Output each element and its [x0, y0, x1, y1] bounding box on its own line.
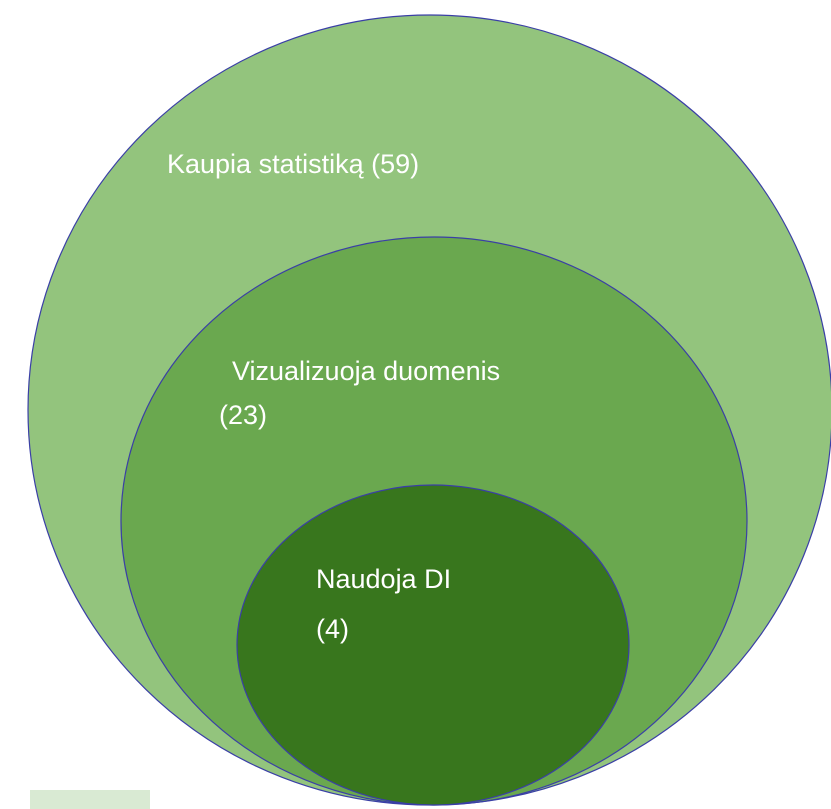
inner-label: Naudoja DI (4): [316, 564, 459, 644]
label-line: Kaupia statistiką (59): [167, 149, 419, 179]
highlight-bar: [30, 790, 150, 809]
outer-label: Kaupia statistiką (59): [167, 149, 419, 179]
label-line: Naudoja DI: [316, 564, 451, 594]
label-line: (4): [316, 614, 349, 644]
middle-label: Vizualizuoja duomenis (23): [219, 356, 508, 430]
inner-circle: [236, 484, 630, 806]
label-line: Vizualizuoja duomenis: [232, 356, 500, 386]
label-line: (23): [219, 400, 267, 430]
